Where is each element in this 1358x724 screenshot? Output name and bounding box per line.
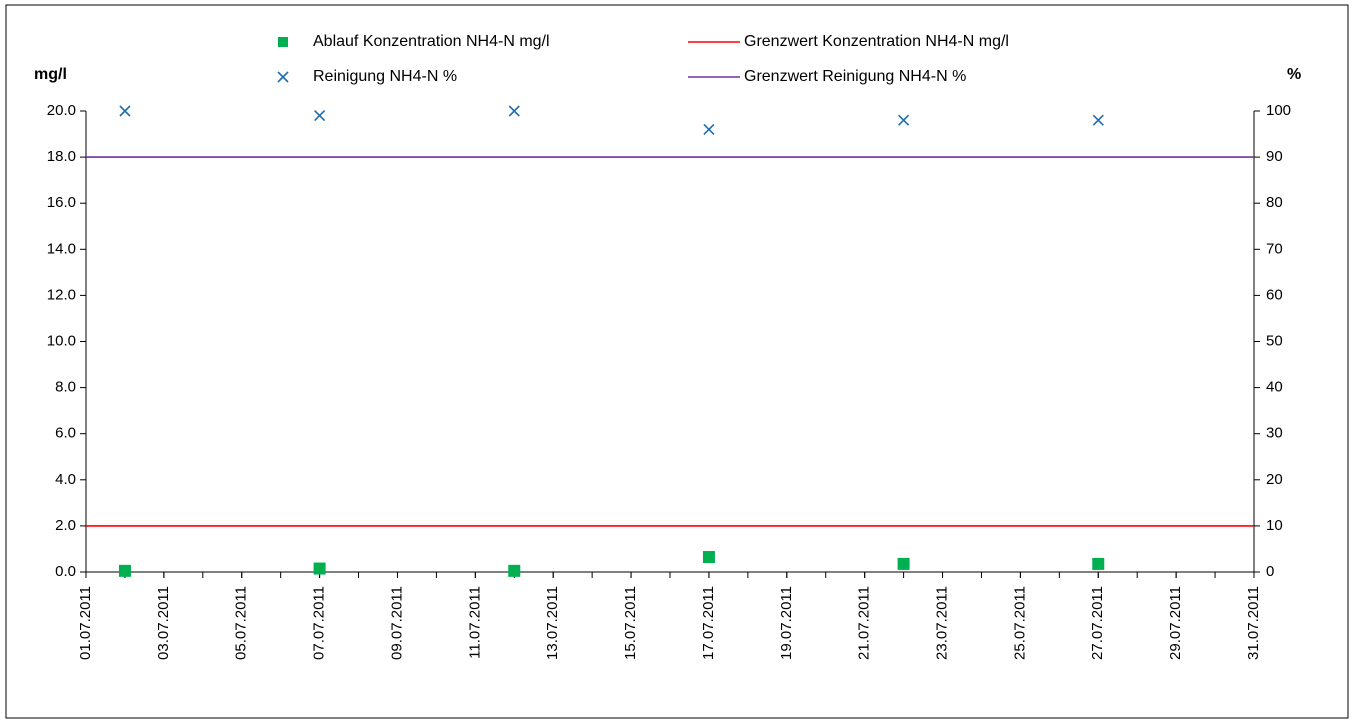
legend-label: Ablauf Konzentration NH4-N mg/l [313, 33, 550, 50]
y2-tick-label: 30 [1266, 425, 1283, 442]
y-tick-label: 18.0 [47, 148, 76, 165]
data-point [702, 551, 715, 564]
data-point [508, 564, 521, 577]
y2-tick-label: 40 [1266, 379, 1283, 396]
y-tick-label: 16.0 [47, 194, 76, 211]
y-axis-label: mg/l [34, 66, 67, 83]
chart-border [5, 4, 1349, 719]
x-tick-label: 17.07.2011 [700, 586, 717, 660]
data-point [118, 564, 131, 577]
x-tick-label: 03.07.2011 [155, 586, 172, 660]
legend-marker [277, 71, 289, 83]
legend-label: Grenzwert Reinigung NH4-N % [744, 68, 966, 85]
legend-marker [278, 37, 288, 47]
x-tick-label: 19.07.2011 [778, 586, 795, 660]
x-tick-label: 13.07.2011 [544, 586, 561, 660]
y2-tick-label: 100 [1266, 102, 1291, 119]
data-point [119, 105, 131, 117]
y2-tick-label: 90 [1266, 148, 1283, 165]
x-tick-label: 07.07.2011 [311, 586, 328, 660]
x-tick-label: 15.07.2011 [622, 586, 639, 660]
legend-label: Reinigung NH4-N % [313, 68, 457, 85]
y2-tick-label: 10 [1266, 517, 1283, 534]
y2-tick-label: 50 [1266, 332, 1283, 349]
x-tick-label: 31.07.2011 [1245, 586, 1262, 660]
data-point [1092, 114, 1104, 126]
y-tick-label: 10.0 [47, 332, 76, 349]
x-tick-label: 27.07.2011 [1089, 586, 1106, 660]
y-tick-label: 6.0 [55, 425, 76, 442]
data-point [897, 557, 910, 570]
y2-axis-label: % [1287, 66, 1301, 83]
x-tick-label: 09.07.2011 [388, 586, 405, 660]
x-tick-label: 25.07.2011 [1011, 586, 1028, 660]
x-tick-label: 23.07.2011 [934, 586, 951, 660]
y-tick-label: 0.0 [55, 563, 76, 580]
y-tick-label: 8.0 [55, 379, 76, 396]
y-tick-label: 20.0 [47, 102, 76, 119]
y2-tick-label: 20 [1266, 471, 1283, 488]
y-tick-label: 12.0 [47, 286, 76, 303]
y-tick-label: 14.0 [47, 240, 76, 257]
y-tick-label: 2.0 [55, 517, 76, 534]
x-tick-label: 11.07.2011 [466, 586, 483, 659]
data-point [313, 562, 326, 575]
x-tick-label: 01.07.2011 [77, 586, 94, 660]
data-point [1092, 557, 1105, 570]
x-tick-label: 21.07.2011 [856, 586, 873, 660]
data-point [703, 123, 715, 136]
legend-label: Grenzwert Konzentration NH4-N mg/l [744, 33, 1009, 50]
y2-tick-label: 80 [1266, 194, 1283, 211]
data-point [898, 114, 910, 126]
data-point [314, 110, 326, 122]
y2-tick-label: 70 [1266, 240, 1283, 257]
y-tick-label: 4.0 [55, 471, 76, 488]
y2-tick-label: 60 [1266, 286, 1283, 303]
data-point [508, 105, 520, 117]
x-tick-label: 05.07.2011 [233, 586, 250, 660]
x-tick-label: 29.07.2011 [1167, 586, 1184, 660]
y2-tick-label: 0 [1266, 563, 1274, 580]
